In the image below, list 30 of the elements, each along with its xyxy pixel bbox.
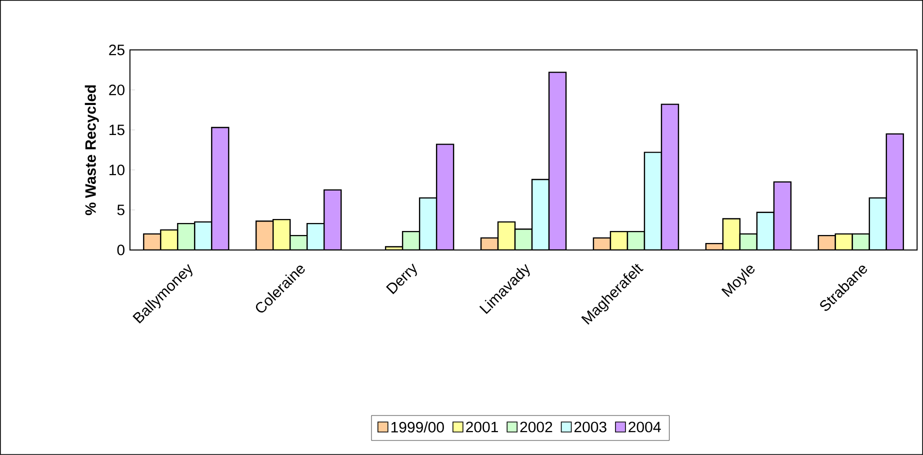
bar xyxy=(307,224,324,250)
bar xyxy=(756,212,775,250)
bar xyxy=(531,178,550,250)
bar xyxy=(273,220,290,250)
bar xyxy=(436,144,454,250)
y-tick-label: 0 xyxy=(117,244,124,256)
bar xyxy=(660,104,680,250)
bar xyxy=(256,221,274,250)
legend-label: 2004 xyxy=(628,422,661,432)
legend-label: 1999/00 xyxy=(391,422,444,433)
bar xyxy=(324,190,342,250)
bar xyxy=(722,218,741,250)
bar xyxy=(418,197,438,250)
y-axis-title: % Waste Recycled xyxy=(84,85,99,216)
bar xyxy=(548,72,567,250)
y-tick-label: 5 xyxy=(117,204,124,216)
bar xyxy=(644,152,662,250)
bar xyxy=(886,133,904,250)
y-tick-label: 15 xyxy=(110,124,124,136)
legend-label: 2001 xyxy=(466,422,498,432)
bar xyxy=(773,181,792,250)
y-tick-label: 10 xyxy=(110,164,124,176)
bar xyxy=(514,228,533,250)
bar xyxy=(497,221,516,250)
y-tick-label: 25 xyxy=(109,44,124,56)
y-tick-label: 20 xyxy=(109,84,124,96)
bar xyxy=(868,197,887,250)
legend-label: 2003 xyxy=(574,422,606,432)
bar xyxy=(212,128,229,250)
legend-label: 2002 xyxy=(520,422,552,432)
